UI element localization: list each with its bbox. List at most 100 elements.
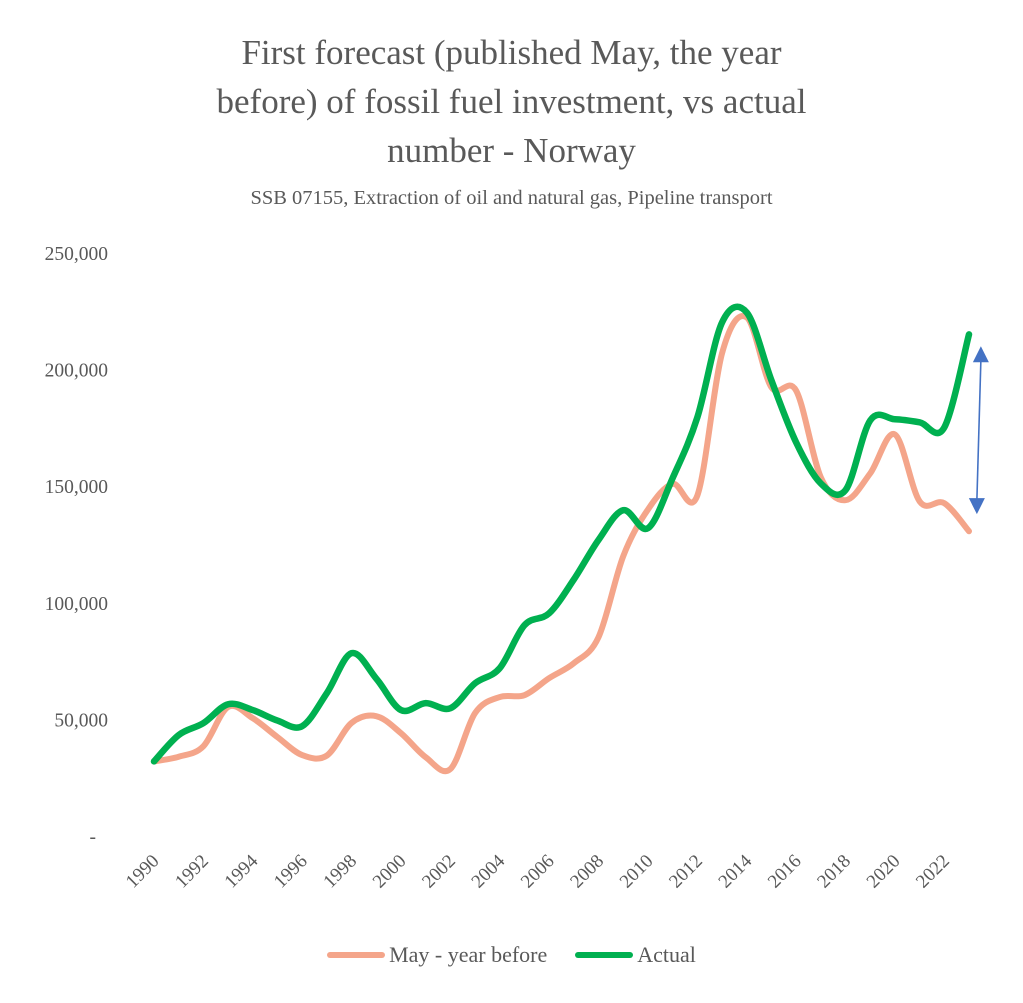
legend: May - year before Actual [0,942,1023,968]
data-point [447,766,453,772]
data-point [497,694,503,700]
data-point [151,758,157,764]
data-point [250,715,256,721]
data-point [423,754,429,760]
data-point [274,718,280,724]
y-tick-label: 200,000 [45,361,108,382]
x-tick-label: 1996 [270,851,312,893]
y-tick-label: 250,000 [45,244,108,265]
data-point [398,730,404,736]
x-tick-label: 2016 [764,851,806,893]
line-may-year-before [151,313,972,775]
arrow-head-up-icon [972,346,989,363]
data-point [645,507,651,513]
data-point [324,753,330,759]
x-tick-label: 2010 [616,851,658,893]
chart-subtitle: SSB 07155, Extraction of oil and natural… [250,187,773,209]
data-point [373,713,379,719]
x-axis: 1990 1992 1994 1996 1998 2000 2002 2004 2006 2008… [122,850,954,892]
chart-title-line-3: number - Norway [387,131,636,170]
legend-item-forecast[interactable]: May - year before [327,942,547,968]
data-point [571,660,577,666]
data-point [274,734,280,740]
data-point [373,676,379,682]
data-point [670,475,676,481]
data-point [472,710,478,716]
data-point [497,665,503,671]
x-tick-label: 2012 [665,851,707,893]
x-tick-label: 1998 [319,851,361,893]
data-point [349,650,355,656]
data-point [694,493,700,499]
x-tick-label: 2018 [813,851,855,893]
data-point [768,377,774,383]
data-point [892,431,898,437]
data-point [299,723,305,729]
x-tick-label: 2004 [468,850,510,892]
x-tick-label: 1992 [171,851,213,893]
double-arrow-annotation [968,346,989,515]
data-point [744,309,750,315]
data-point [299,752,305,758]
x-tick-label: 2002 [418,851,460,893]
y-tick-label: 150,000 [45,477,108,498]
data-point [645,525,651,531]
data-point [719,319,725,325]
data-point [917,498,923,504]
data-point [571,576,577,582]
data-point [793,388,799,394]
legend-label-forecast: May - year before [389,942,548,967]
data-point [176,754,182,760]
data-point [941,500,947,506]
data-point [596,537,602,543]
data-point [966,528,972,534]
data-point [917,419,923,425]
series-may-year-before [151,313,972,775]
x-tick-label: 2000 [369,851,411,893]
x-tick-label: 2022 [912,851,954,893]
data-point [867,417,873,423]
data-point [620,507,626,513]
data-point [521,692,527,698]
legend-swatch-actual [575,952,634,958]
data-point [225,701,231,707]
legend-swatch-forecast [327,952,386,958]
line-actual [150,303,973,765]
x-tick-label: 1990 [122,851,164,893]
y-axis: - 50,000 100,000 150,000 200,000 250,000 [45,244,108,848]
y-tick-label: - [90,827,97,848]
data-point [472,680,478,686]
data-point [966,331,972,337]
data-point [892,416,898,422]
data-point [719,350,725,356]
data-point [398,707,404,713]
data-point [546,675,552,681]
series-layer [150,303,973,775]
x-tick-label: 1994 [221,850,263,892]
annotation-layer [968,346,989,515]
legend-item-actual[interactable]: Actual [575,942,696,968]
data-point [620,553,626,559]
data-point [596,634,602,640]
x-tick-label: 2008 [566,851,608,893]
series-actual [150,303,973,765]
data-point [324,690,330,696]
y-tick-label: 50,000 [54,710,108,731]
data-point [423,700,429,706]
data-point [818,480,824,486]
arrow-head-down-icon [968,498,985,515]
data-point [793,439,799,445]
data-point [843,497,849,503]
y-tick-label: 100,000 [45,594,108,615]
chart-title-line-1: First forecast (published May, the year [241,33,782,72]
x-tick-label: 2020 [863,851,905,893]
data-point [447,705,453,711]
data-point [867,470,873,476]
chart-title: First forecast (published May, the year … [0,28,1023,175]
data-point [176,732,182,738]
data-point [200,743,206,749]
data-point [546,610,552,616]
x-tick-label: 2006 [517,851,559,893]
data-point [941,424,947,430]
